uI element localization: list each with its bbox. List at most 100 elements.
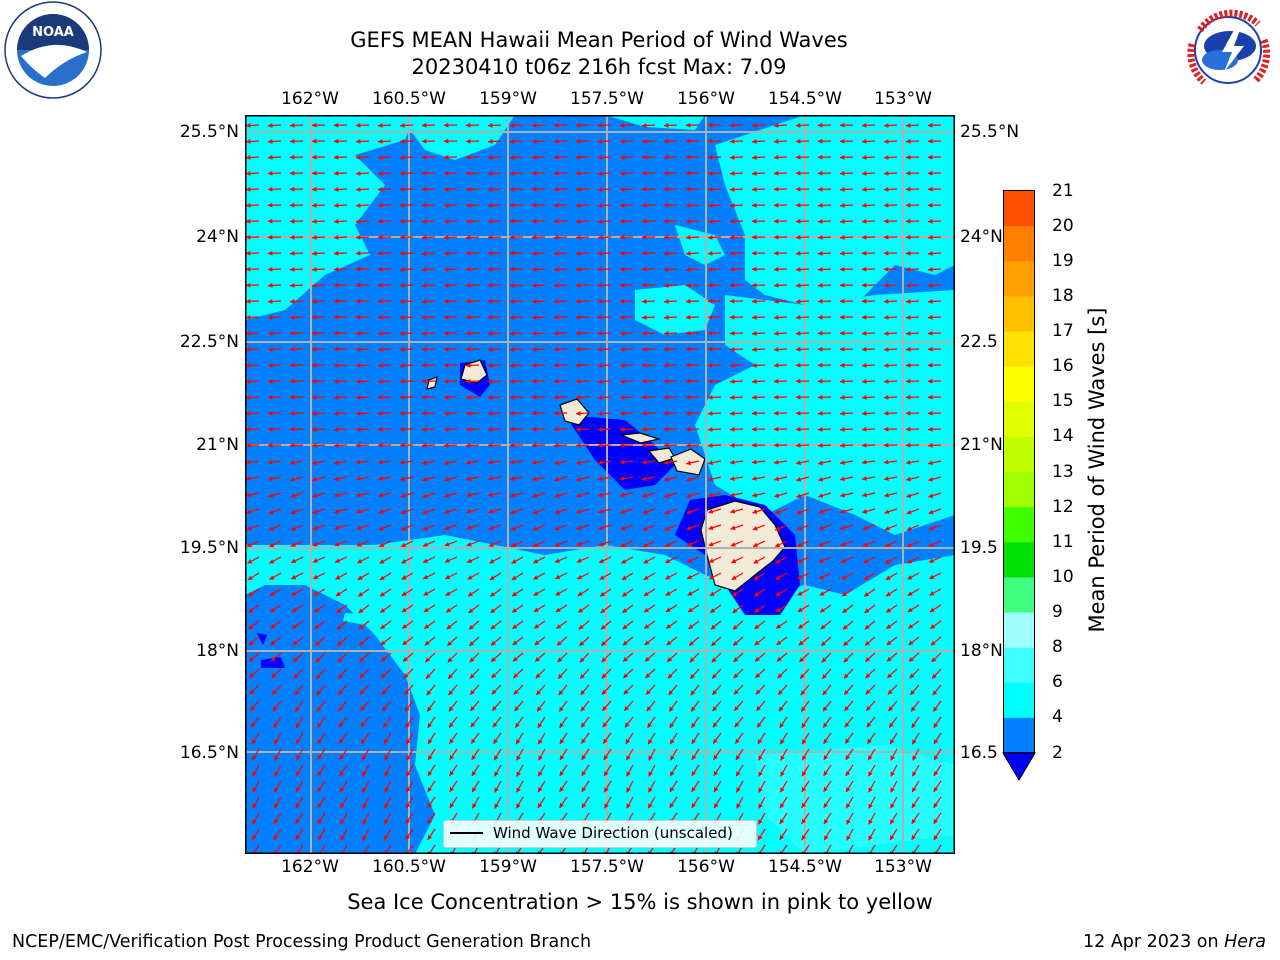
wave-arrow — [380, 636, 392, 646]
wave-arrow — [465, 362, 480, 368]
wave-arrow — [267, 170, 282, 176]
wave-arrow — [448, 684, 458, 696]
wave-arrow — [801, 780, 810, 793]
wave-arrow — [890, 764, 898, 777]
wave-arrow — [534, 652, 546, 662]
wave-arrow — [247, 556, 260, 564]
wave-arrow — [466, 540, 480, 547]
wave-arrow — [469, 636, 480, 647]
colorbar-tick-label: 20 — [1052, 215, 1074, 236]
wave-arrow — [577, 604, 590, 613]
wave-arrow — [273, 796, 282, 809]
wave-arrow — [604, 796, 612, 809]
wave-arrow — [779, 780, 788, 793]
wave-arrow — [537, 764, 546, 777]
wave-arrow — [511, 604, 524, 613]
wave-arrow — [355, 219, 370, 224]
wave-arrow — [333, 235, 348, 240]
wave-arrow — [311, 460, 326, 466]
wave-arrow — [663, 315, 678, 320]
wave-arrow — [362, 812, 370, 825]
wave-arrow — [421, 315, 436, 320]
wave-arrow — [427, 780, 436, 793]
wave-arrow — [669, 716, 678, 729]
wave-arrow — [406, 748, 414, 761]
wave-arrow — [711, 668, 722, 679]
wave-arrow — [907, 604, 920, 613]
wave-arrow — [736, 796, 744, 809]
wave-arrow — [707, 492, 722, 498]
lat-label-left-6: 18°N — [196, 641, 239, 661]
wave-arrow — [863, 588, 876, 597]
wave-arrow — [911, 812, 920, 825]
wave-arrow — [379, 572, 392, 581]
wave-arrow — [844, 732, 854, 744]
wave-arrow — [819, 604, 832, 613]
wave-arrow — [490, 604, 502, 614]
wave-arrow — [883, 363, 898, 368]
wave-arrow — [641, 282, 656, 288]
wave-arrow — [339, 748, 348, 761]
wave-arrow — [250, 716, 260, 728]
wave-arrow — [380, 652, 392, 662]
wave-arrow — [780, 748, 788, 761]
wave-arrow — [861, 426, 876, 432]
wave-arrow — [597, 395, 612, 400]
wave-arrow — [249, 684, 260, 695]
wave-arrow — [553, 314, 568, 320]
wave-arrow — [427, 828, 436, 841]
wave-arrow — [773, 315, 788, 320]
wave-arrow — [553, 218, 568, 224]
wave-arrow — [817, 476, 832, 482]
wave-arrow — [823, 764, 832, 777]
wave-arrow — [487, 395, 502, 400]
wave-arrow — [751, 171, 766, 176]
wave-arrow — [688, 620, 700, 630]
wave-arrow — [384, 780, 392, 793]
colorbar-block — [1003, 647, 1035, 683]
wave-arrow — [358, 636, 370, 646]
wave-arrow — [731, 572, 744, 581]
wave-arrow — [710, 620, 722, 630]
wave-arrow — [494, 780, 502, 793]
wave-arrow — [776, 636, 788, 646]
wave-arrow — [912, 748, 920, 761]
wave-arrow — [928, 492, 942, 498]
wave-arrow — [752, 524, 766, 531]
wave-arrow — [289, 299, 304, 304]
wave-arrow — [709, 572, 722, 580]
wave-arrow — [730, 524, 744, 531]
colorbar — [1002, 190, 1036, 781]
wave-arrow — [801, 812, 810, 825]
wave-arrow — [470, 700, 480, 712]
wave-arrow — [817, 219, 832, 224]
wave-arrow — [711, 652, 722, 663]
wave-arrow — [314, 620, 326, 630]
wave-arrow — [729, 427, 744, 432]
wave-arrow — [316, 700, 326, 712]
colorbar-tick-label: 21 — [1052, 180, 1074, 201]
wave-arrow — [729, 155, 744, 160]
wave-arrow — [932, 684, 942, 696]
colorbar-tick-label: 10 — [1052, 566, 1074, 587]
wave-arrow — [313, 604, 326, 613]
wave-arrow — [597, 219, 612, 224]
wave-arrow — [642, 508, 656, 515]
wave-arrow — [338, 716, 348, 728]
wave-arrow — [339, 780, 348, 793]
wave-arrow — [580, 700, 590, 712]
wave-arrow — [399, 362, 414, 368]
wave-arrow — [619, 395, 634, 400]
wave-arrow — [663, 460, 678, 465]
wave-arrow — [316, 716, 326, 728]
wave-arrow — [795, 315, 810, 320]
wave-arrow — [795, 122, 810, 128]
wave-arrow — [494, 796, 502, 809]
wave-arrow — [933, 812, 942, 825]
wave-arrow — [708, 556, 722, 563]
wave-arrow — [751, 315, 766, 320]
wave-arrow — [355, 379, 370, 384]
wave-arrow — [491, 668, 502, 679]
wave-arrow — [707, 266, 722, 272]
wave-arrow — [801, 764, 810, 777]
